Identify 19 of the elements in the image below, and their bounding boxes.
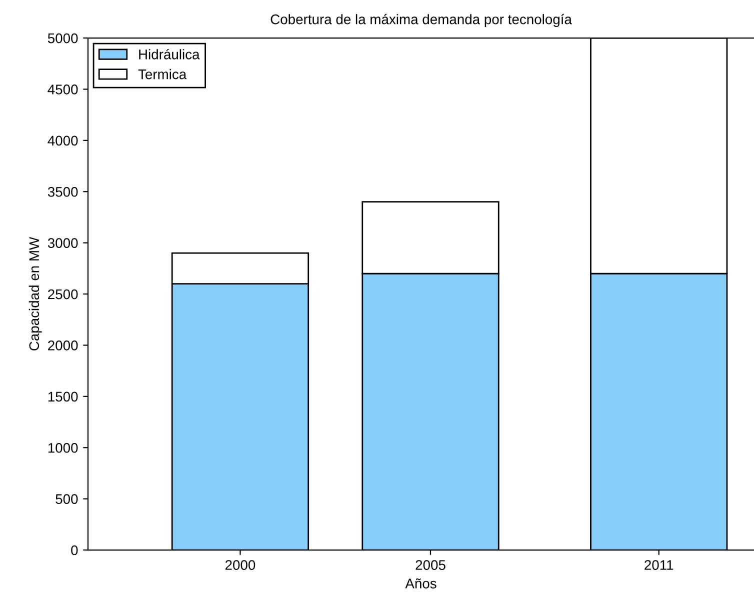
x-tick-label: 2011 <box>644 560 674 570</box>
y-tick-label: 1500 <box>48 392 78 402</box>
y-tick-label: 4000 <box>48 136 78 146</box>
y-tick-label: 5000 <box>48 33 78 44</box>
legend-label: Hidráulica <box>139 48 200 60</box>
y-tick-label: 3000 <box>48 238 78 248</box>
y-tick-label: 2000 <box>48 340 78 350</box>
x-tick-label: 2005 <box>416 560 446 570</box>
y-tick-label: 500 <box>56 494 78 504</box>
y-tick-label: 2500 <box>48 289 78 300</box>
x-tick-label: 2000 <box>225 560 256 570</box>
y-tick-label: 4500 <box>48 84 78 94</box>
x-axis-title: Años <box>405 578 436 588</box>
y-tick-label: 3500 <box>48 186 78 197</box>
y-axis-title: Capacidad en MW <box>28 236 42 350</box>
chart-title: Cobertura de la máxima demanda por tecnología <box>270 14 572 28</box>
legend-label: Termica <box>138 69 187 80</box>
y-tick-label: 1000 <box>48 442 78 453</box>
y-tick-label: 0 <box>71 545 78 556</box>
